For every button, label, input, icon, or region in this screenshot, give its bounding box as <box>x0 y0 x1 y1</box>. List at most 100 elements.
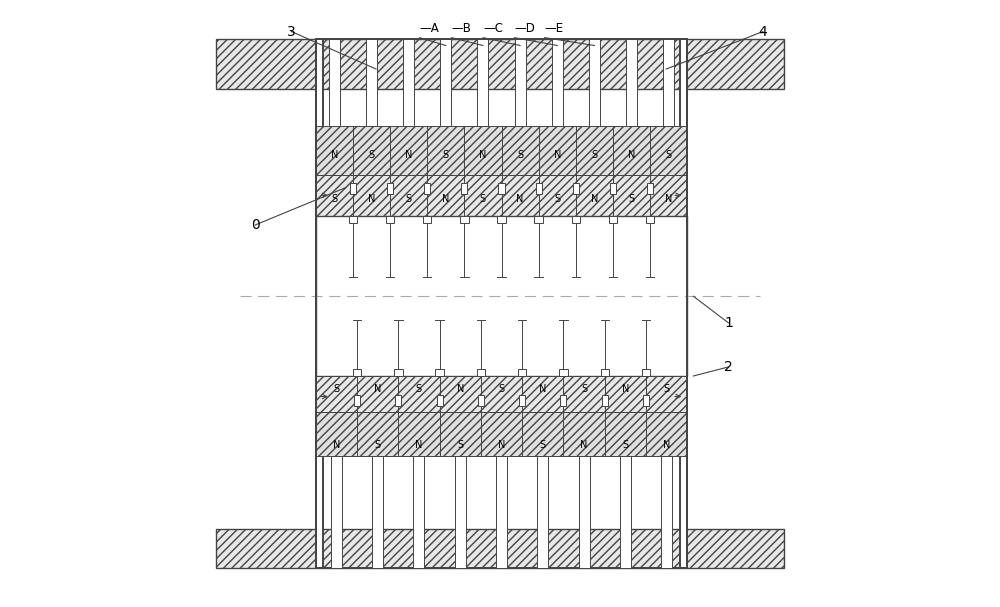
Bar <box>316 39 323 568</box>
Text: N: N <box>580 440 588 450</box>
Bar <box>461 183 467 194</box>
Bar <box>496 456 507 568</box>
Bar <box>478 395 484 405</box>
Text: S: S <box>457 440 463 450</box>
Bar <box>620 456 631 568</box>
Text: —C: —C <box>483 22 503 35</box>
Bar <box>609 216 617 223</box>
Text: S: S <box>629 194 635 204</box>
Text: N: N <box>374 384 381 395</box>
Text: N: N <box>622 384 629 395</box>
Bar <box>661 456 672 568</box>
Text: N: N <box>368 194 375 204</box>
Text: N: N <box>333 440 340 450</box>
Text: S: S <box>554 194 560 204</box>
Bar <box>350 183 356 194</box>
Text: 0: 0 <box>251 218 260 232</box>
Text: N: N <box>665 194 672 204</box>
Text: S: S <box>375 440 381 450</box>
Bar <box>316 39 687 568</box>
Bar <box>331 456 342 568</box>
Text: —A: —A <box>420 22 439 35</box>
Bar <box>477 369 485 376</box>
Bar <box>395 395 401 405</box>
Bar <box>497 216 506 223</box>
Text: N: N <box>498 440 505 450</box>
Bar <box>435 369 444 376</box>
Bar <box>573 183 579 194</box>
Bar <box>372 456 383 568</box>
Bar <box>519 395 525 405</box>
Bar <box>353 369 361 376</box>
Bar <box>394 369 403 376</box>
Text: —B: —B <box>452 22 472 35</box>
Bar <box>386 216 394 223</box>
Bar <box>437 395 443 405</box>
Bar <box>552 39 563 126</box>
Text: S: S <box>540 440 546 450</box>
Bar <box>216 39 784 89</box>
Bar <box>366 39 377 126</box>
Bar <box>560 395 566 405</box>
Text: S: S <box>666 151 672 160</box>
Text: N: N <box>415 440 423 450</box>
Bar <box>534 216 543 223</box>
Bar <box>642 369 650 376</box>
Bar <box>537 456 548 568</box>
Bar <box>536 183 542 194</box>
Text: N: N <box>539 384 546 395</box>
Bar <box>354 395 360 405</box>
Text: N: N <box>516 194 524 204</box>
Bar <box>387 183 393 194</box>
Text: N: N <box>554 151 561 160</box>
Text: 2: 2 <box>724 360 733 374</box>
Bar <box>572 216 580 223</box>
Text: S: S <box>368 151 375 160</box>
Text: S: S <box>333 384 339 395</box>
Text: S: S <box>480 194 486 204</box>
Bar <box>579 456 590 568</box>
Bar <box>403 39 414 126</box>
Text: S: S <box>443 151 449 160</box>
Text: S: S <box>498 384 505 395</box>
Bar <box>329 39 340 126</box>
Text: S: S <box>581 384 587 395</box>
Bar <box>460 216 469 223</box>
Bar <box>663 39 674 126</box>
Text: S: S <box>331 194 337 204</box>
Bar <box>440 39 451 126</box>
Text: N: N <box>405 151 412 160</box>
Text: N: N <box>442 194 449 204</box>
Bar <box>610 183 616 194</box>
Text: N: N <box>457 384 464 395</box>
Bar <box>589 39 600 126</box>
Text: N: N <box>479 151 487 160</box>
Bar <box>316 412 687 456</box>
Text: S: S <box>664 384 670 395</box>
Bar <box>423 216 431 223</box>
Bar <box>316 175 687 216</box>
Bar <box>601 369 609 376</box>
Bar <box>518 369 526 376</box>
Bar <box>515 39 526 126</box>
Text: N: N <box>331 151 338 160</box>
Bar <box>626 39 637 126</box>
Bar <box>316 216 687 376</box>
Bar <box>647 183 653 194</box>
Text: —D: —D <box>515 22 535 35</box>
Bar <box>498 183 505 194</box>
Text: S: S <box>406 194 412 204</box>
Bar <box>349 216 357 223</box>
Bar <box>455 456 466 568</box>
Text: S: S <box>591 151 597 160</box>
Bar <box>477 39 488 126</box>
Bar <box>643 395 649 405</box>
Bar <box>316 376 687 412</box>
Bar <box>424 183 430 194</box>
Text: S: S <box>517 151 523 160</box>
Bar <box>316 126 687 175</box>
Text: S: S <box>622 440 628 450</box>
Text: 1: 1 <box>724 316 733 330</box>
Bar <box>413 456 424 568</box>
Text: S: S <box>416 384 422 395</box>
